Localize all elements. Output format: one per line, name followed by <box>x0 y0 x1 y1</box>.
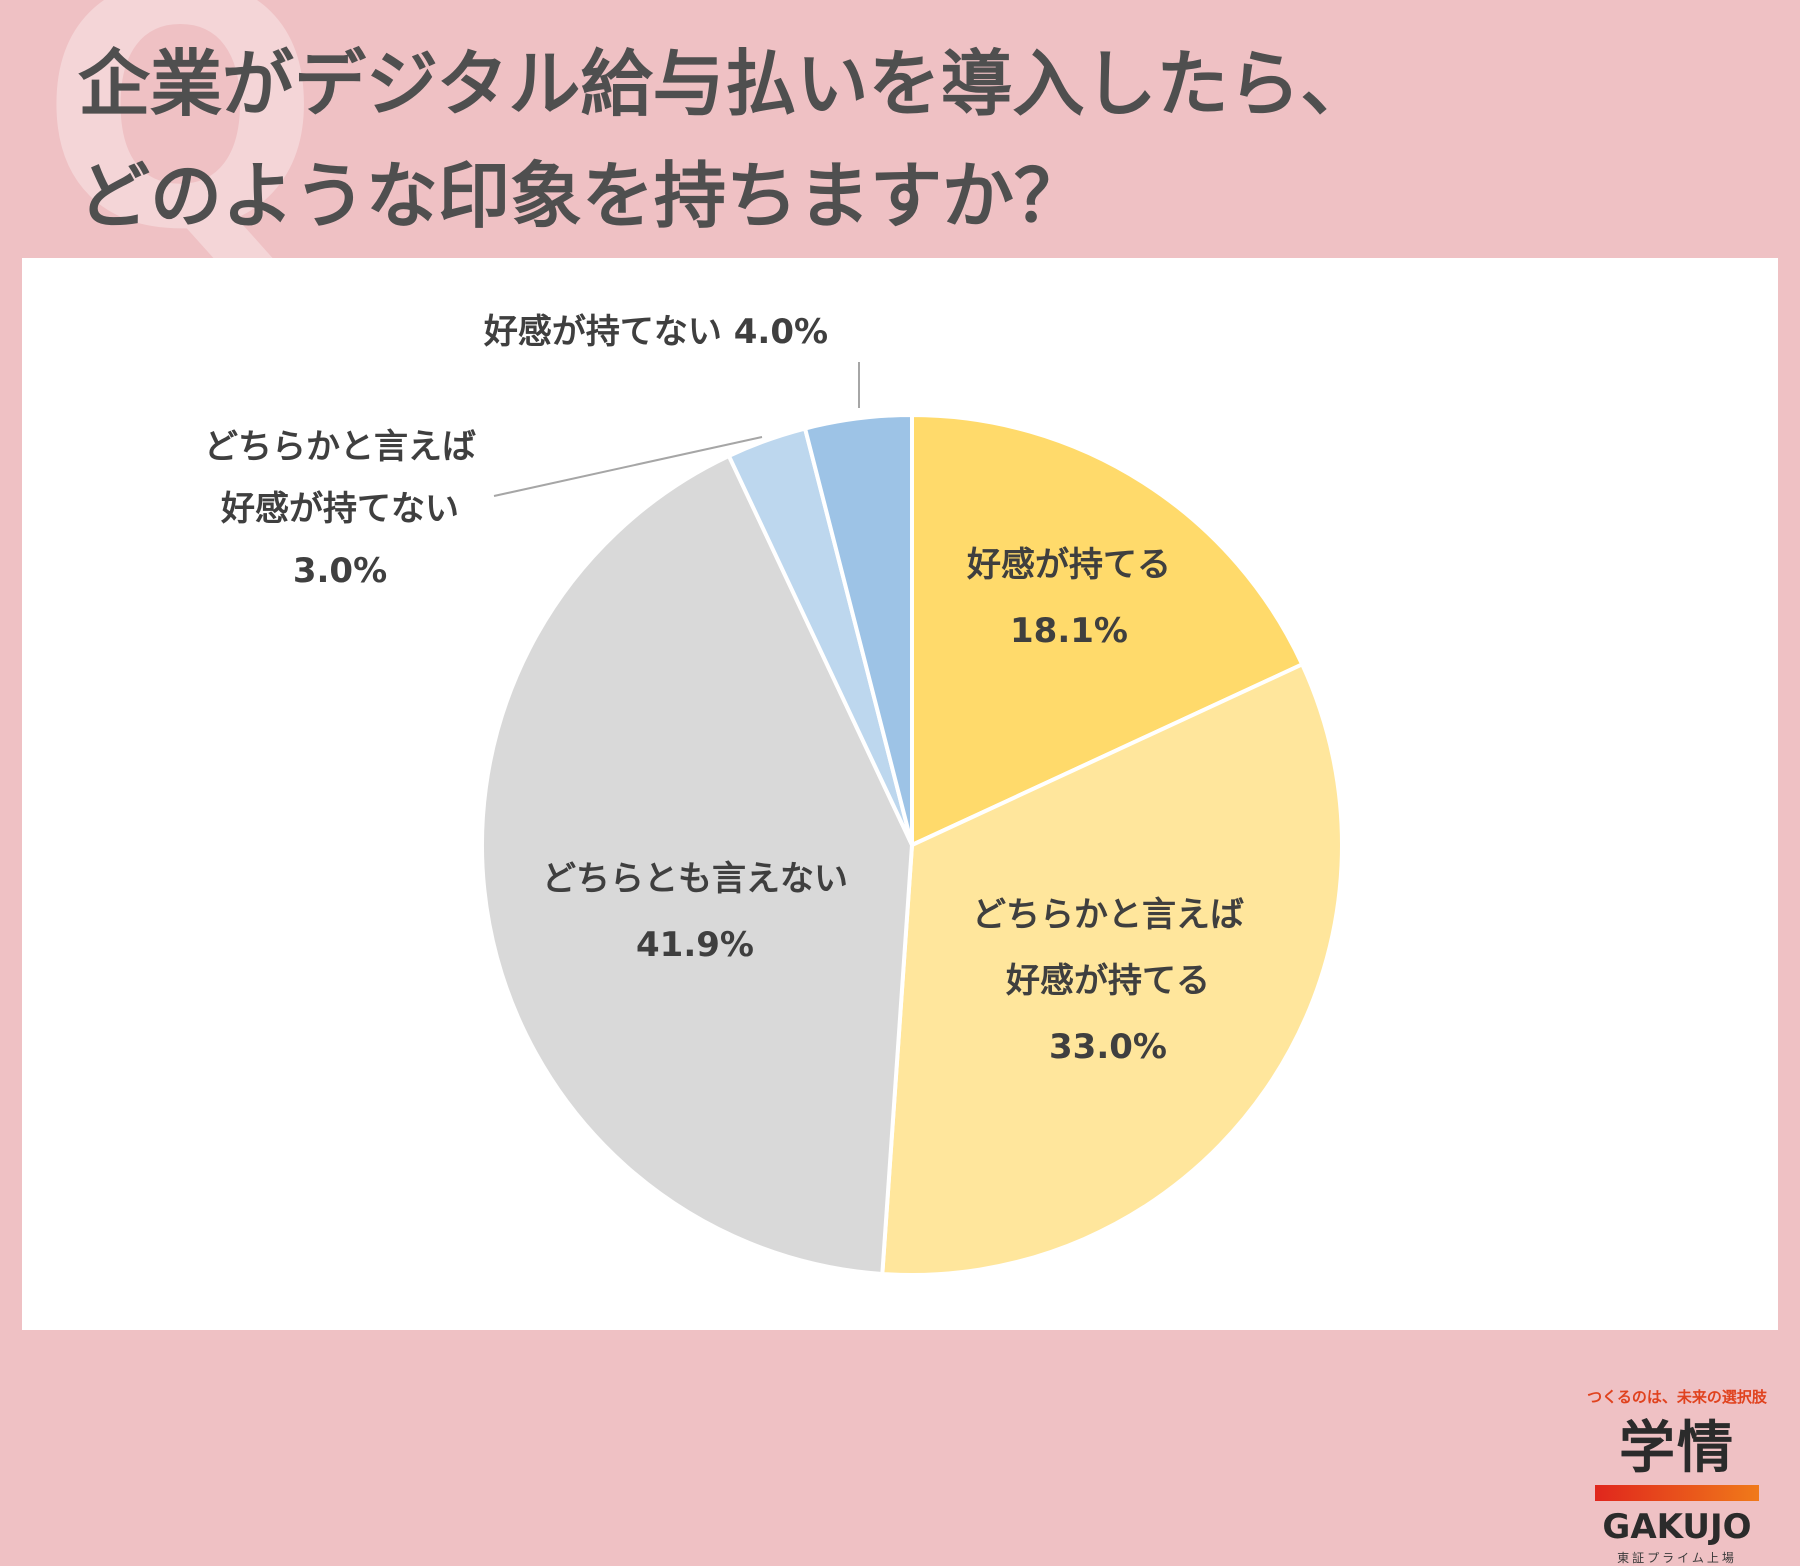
pie-slice-4 <box>802 412 914 846</box>
slice-label-4: 好感が持てない 4.0% <box>483 312 828 352</box>
logo-english-text: GAKUJO <box>1602 1507 1752 1547</box>
logo-tagline: つくるのは、未来の選択肢 <box>1587 1388 1767 1406</box>
slice-value-label-0: 18.1% <box>1010 611 1128 651</box>
slice-label-2-line-0: どちらとも言えない <box>542 859 848 899</box>
leader-line-3 <box>493 436 763 497</box>
title-line-2: どのような印象を持ちますか？ <box>78 154 1087 238</box>
logo-subline: 東証プライム上場 <box>1617 1551 1737 1565</box>
logo-gradient-bar <box>1595 1485 1759 1501</box>
decorative-q-glyph: Q <box>40 0 321 302</box>
slice-value-label-3: 3.0% <box>293 551 387 591</box>
pie-slice-1 <box>880 661 1344 1277</box>
gakujo-logo: つくるのは、未来の選択肢 学情 GAKUJO 東証プライム上場 <box>1587 1386 1767 1566</box>
page-title: 企業がデジタル給与払いを導入したら、 どのような印象を持ちますか？ <box>78 28 1373 252</box>
slice-label-0-line-0: 好感が持てる <box>966 545 1171 585</box>
pie-slice-0 <box>910 412 1305 849</box>
title-line-1: 企業がデジタル給与払いを導入したら、 <box>78 42 1373 126</box>
logo-main-text: 学情 <box>1619 1416 1735 1481</box>
pie-chart: 好感が持てる18.1%どちらかと言えば好感が持てる33.0%どちらとも言えない4… <box>204 312 1344 1277</box>
pie-slice-2 <box>480 453 915 1277</box>
slice-label-1-line-1: 好感が持てる <box>1005 961 1210 1001</box>
chart-panel: 好感が持てる 18.1% どちらかと言えば 好感が持てる 33.0% どちらとも言えない 4… <box>22 258 1778 1565</box>
slice-value-label-1: 33.0% <box>1049 1027 1167 1067</box>
slice-label-3-line-0: どちらかと言えば <box>204 427 476 467</box>
slice-value-label-2: 41.9% <box>636 925 754 965</box>
slice-label-1-line-0: どちらかと言えば <box>972 895 1244 935</box>
slice-label-3-line-1: 好感が持てない <box>220 489 459 529</box>
